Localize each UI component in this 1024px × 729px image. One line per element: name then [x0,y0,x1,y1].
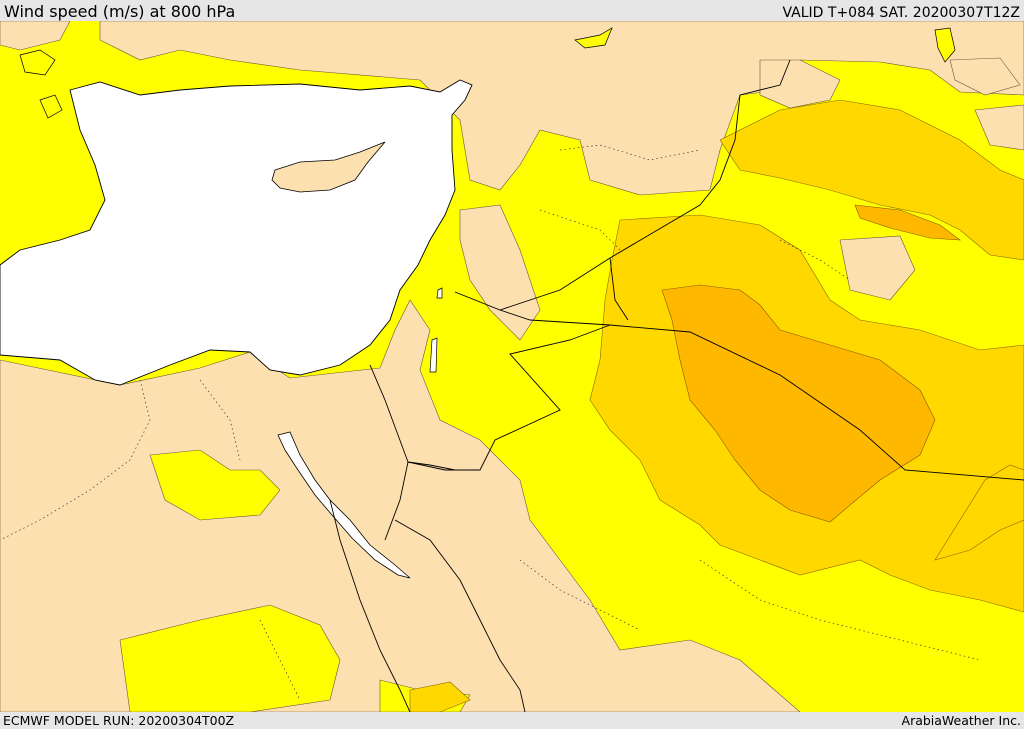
header-bar [0,0,1024,22]
red-sea [277,431,411,579]
aegean-coast [19,27,956,119]
credit-label: ArabiaWeather Inc. [901,713,1021,728]
dead-sea [429,337,438,373]
country-borders [329,59,1024,712]
strong-wind-areas [661,204,961,523]
map-title: Wind speed (m/s) at 800 hPa [4,2,236,21]
province-boundaries [0,144,981,701]
valid-time: VALID T+084 SAT. 20200307T12Z [782,5,1020,21]
lake-tiberias [436,287,443,299]
model-run-label: ECMWF MODEL RUN: 20200304T00Z [3,713,235,728]
cyprus-island [271,141,386,193]
weather-map [0,21,1024,712]
footer-bar [0,712,1024,729]
